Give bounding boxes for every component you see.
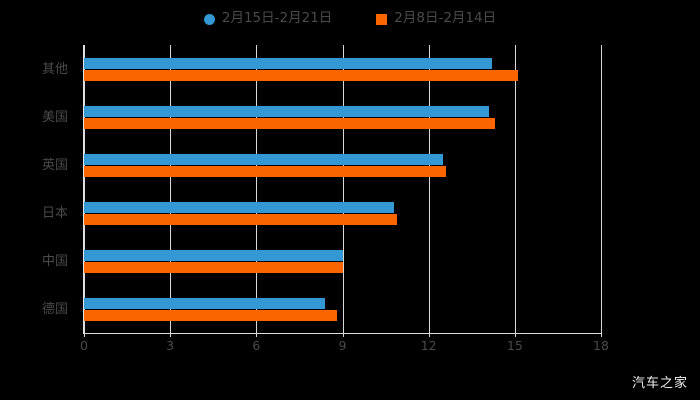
bar-series-2[interactable] <box>84 166 446 177</box>
bar-series-2[interactable] <box>84 262 343 273</box>
x-axis-tick-label: 9 <box>338 338 347 353</box>
x-axis-tick-label: 12 <box>420 338 437 353</box>
gridline <box>170 45 172 333</box>
x-axis-tick-mark <box>428 332 430 337</box>
chart-plot-area <box>84 45 602 333</box>
bar-group <box>84 237 601 285</box>
x-axis-tick-mark <box>256 332 258 337</box>
bar-series-1[interactable] <box>84 298 326 309</box>
bar-series-2[interactable] <box>84 310 337 321</box>
gridline <box>601 45 602 333</box>
bar-series-1[interactable] <box>84 202 395 213</box>
bar-series-1[interactable] <box>84 250 343 261</box>
x-axis-tick-mark <box>170 332 172 337</box>
gridline <box>84 45 85 333</box>
x-axis-tick-mark <box>601 332 602 337</box>
bar-series-2[interactable] <box>84 70 518 81</box>
legend-item-label: 2月15日-2月21日 <box>221 10 333 27</box>
bar-series-1[interactable] <box>84 58 492 69</box>
bar-group <box>84 285 601 333</box>
watermark: 汽车之家 <box>631 376 688 391</box>
y-axis-tick-label: 英国 <box>41 158 68 173</box>
x-axis-tick-label: 0 <box>80 338 88 353</box>
x-axis-tick-label: 6 <box>252 338 261 353</box>
y-axis-tick-label: 其他 <box>41 62 68 77</box>
chart-legend: 2月15日-2月21日 2月8日-2月14日 <box>0 8 700 30</box>
gridline <box>428 45 430 333</box>
legend-item-label: 2月8日-2月14日 <box>394 10 497 27</box>
y-axis-line <box>83 45 84 333</box>
y-axis-tick-label: 中国 <box>41 254 68 269</box>
x-axis-tick-label: 18 <box>593 338 609 353</box>
legend-square-icon <box>376 13 388 25</box>
bar-group <box>84 45 601 93</box>
gridline <box>342 45 344 333</box>
x-axis-tick-label: 15 <box>506 338 523 353</box>
x-axis-tick-labels: 0 3 6 9 12 15 18 <box>80 332 609 356</box>
bar-series-2[interactable] <box>84 118 495 129</box>
y-axis-tick-labels: 其他美国英国日本中国德国 <box>0 45 76 333</box>
bar-series-2[interactable] <box>84 214 398 225</box>
legend-circle-icon <box>203 13 215 25</box>
bar-group <box>84 189 601 237</box>
x-axis-tick-label: 3 <box>166 338 175 353</box>
y-axis-tick-label: 德国 <box>41 302 68 317</box>
legend-item-period-1[interactable]: 2月15日-2月21日 <box>203 10 333 27</box>
bar-group <box>84 93 601 141</box>
legend-item-period-2[interactable]: 2月8日-2月14日 <box>376 12 496 26</box>
x-axis-tick-mark <box>84 332 85 337</box>
y-axis-tick-label: 日本 <box>41 206 68 221</box>
bar-group <box>84 141 601 189</box>
y-axis-tick-label: 美国 <box>41 110 68 125</box>
x-axis-tick-mark <box>342 332 344 337</box>
x-axis-tick-mark <box>514 332 516 337</box>
gridline <box>514 45 516 333</box>
bar-series-1[interactable] <box>84 106 489 117</box>
x-axis-line <box>83 333 601 334</box>
gridline <box>256 45 258 333</box>
bar-series-1[interactable] <box>84 154 444 165</box>
